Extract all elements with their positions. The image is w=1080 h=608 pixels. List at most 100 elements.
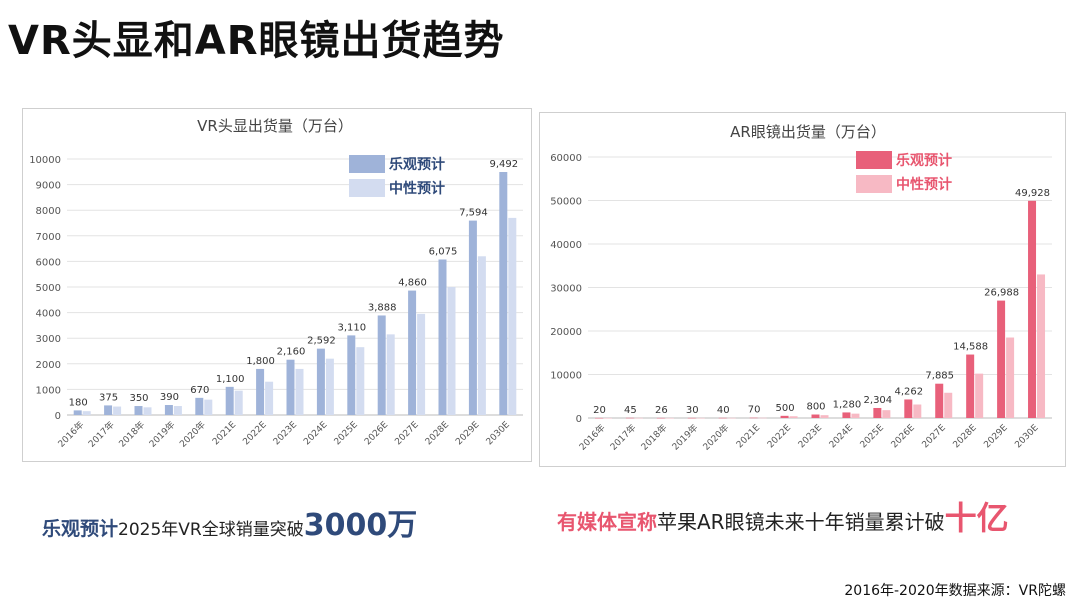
bar-neutral	[603, 417, 612, 419]
vr-chart-panel: VR头显出货量（万台） 0 1000 2000 3000 4000 5000 6000 7000…	[22, 108, 532, 462]
bar-optimistic	[377, 315, 386, 415]
bar-optimistic	[347, 335, 356, 415]
bar-optimistic	[873, 407, 882, 418]
y-tick-label: 2000	[36, 360, 61, 371]
y-tick-label: 60000	[550, 153, 582, 164]
bar-neutral	[417, 313, 426, 415]
bar-neutral	[665, 417, 674, 419]
chart-title: AR眼镜出货量（万台）	[730, 123, 886, 141]
legend-label: 乐观预计	[389, 156, 445, 173]
y-tick-label: 0	[576, 414, 582, 425]
bar-neutral	[789, 416, 798, 418]
data-label: 9,492	[489, 159, 518, 170]
data-label: 26,988	[984, 288, 1019, 299]
data-label: 45	[624, 405, 637, 416]
x-tick-label: 2028E	[951, 423, 979, 451]
bar-neutral	[265, 381, 274, 415]
data-label: 30	[686, 405, 699, 416]
bar-optimistic	[935, 383, 944, 418]
y-tick-label: 10000	[550, 371, 582, 382]
bar-optimistic	[811, 414, 820, 418]
bar-neutral	[508, 217, 517, 415]
bar-neutral	[204, 399, 213, 415]
legend-swatch-neutral	[856, 175, 892, 193]
data-label: 14,588	[953, 342, 988, 353]
data-label: 800	[806, 402, 825, 413]
data-label: 7,594	[459, 208, 488, 219]
data-label: 40	[717, 405, 730, 416]
y-tick-label: 5000	[36, 283, 61, 294]
data-label: 3,110	[337, 322, 366, 333]
vr-caption-text: 2025年VR全球销量突破	[118, 520, 304, 540]
chart-title: VR头显出货量（万台）	[197, 117, 353, 135]
y-tick-label: 4000	[36, 309, 61, 320]
ar-shipment-chart: AR眼镜出货量（万台） 0 10000 20000 30000 40000 50000 600…	[550, 123, 1052, 453]
bar-optimistic	[468, 220, 477, 415]
bar-optimistic	[256, 368, 265, 415]
legend-swatch-optimistic	[349, 155, 385, 173]
bar-optimistic	[408, 290, 417, 415]
legend-label: 中性预计	[389, 180, 445, 197]
bar-neutral	[882, 410, 891, 418]
legend-swatch-neutral	[349, 179, 385, 197]
x-tick-label: 2023E	[797, 423, 825, 451]
y-tick-label: 0	[55, 411, 61, 422]
bar-optimistic	[1028, 200, 1037, 418]
bar-optimistic	[749, 417, 758, 419]
data-label: 1,800	[246, 356, 275, 367]
x-tick-label: 2029E	[982, 423, 1010, 451]
x-tick-label: 2018年	[638, 422, 669, 453]
y-tick-label: 3000	[36, 334, 61, 345]
bar-optimistic	[164, 405, 173, 415]
bar-neutral	[447, 287, 456, 415]
x-tick-label: 2017年	[607, 422, 638, 453]
x-tick-label: 2019年	[669, 422, 700, 453]
bar-neutral	[295, 368, 304, 415]
page-title: VR头显和AR眼镜出货趋势	[8, 18, 505, 64]
bar-neutral	[634, 417, 643, 419]
x-tick-label: 2020年	[700, 422, 731, 453]
y-tick-label: 9000	[36, 181, 61, 192]
bar-neutral	[113, 406, 122, 415]
x-tick-label: 2024E	[828, 423, 856, 451]
data-label: 20	[593, 405, 606, 416]
bar-neutral	[820, 415, 829, 418]
x-tick-label: 2027E	[393, 420, 421, 448]
ar-caption-text: 苹果AR眼镜未来十年销量累计破	[657, 510, 945, 534]
x-tick-label: 2021E	[735, 423, 763, 451]
data-label: 390	[160, 392, 179, 403]
y-tick-label: 6000	[36, 257, 61, 268]
bar-optimistic	[499, 172, 508, 415]
x-tick-label: 2024E	[302, 420, 330, 448]
vr-caption-highlight: 乐观预计	[42, 518, 119, 540]
ar-caption-highlight: 有媒体宣称	[557, 510, 657, 534]
data-source-note: 2016年-2020年数据来源：VR陀螺	[844, 583, 1066, 599]
bar-neutral	[477, 256, 486, 415]
bar-optimistic	[195, 397, 204, 415]
data-label: 70	[748, 405, 761, 416]
x-tick-label: 2025E	[333, 420, 361, 448]
bar-optimistic	[842, 412, 851, 418]
data-label: 6,075	[429, 246, 458, 257]
bar-optimistic	[104, 405, 113, 415]
data-label: 2,592	[307, 336, 336, 347]
legend-label: 中性预计	[896, 176, 952, 193]
bar-neutral	[82, 411, 91, 415]
bar-optimistic	[718, 417, 727, 419]
bar-optimistic	[225, 386, 234, 415]
x-tick-label: 2030E	[485, 420, 513, 448]
bar-neutral	[1006, 337, 1015, 418]
bar-optimistic	[780, 415, 789, 418]
bar-neutral	[944, 392, 953, 418]
x-tick-label: 2016年	[55, 419, 86, 450]
bar-neutral	[234, 390, 243, 415]
bar-optimistic	[134, 406, 143, 415]
legend-swatch-optimistic	[856, 151, 892, 169]
ar-caption-big: 十亿	[944, 499, 1009, 537]
y-tick-label: 8000	[36, 206, 61, 217]
bar-neutral	[727, 417, 736, 419]
bar-neutral	[696, 417, 705, 419]
x-tick-label: 2022E	[241, 420, 269, 448]
bar-optimistic	[316, 348, 325, 415]
x-tick-label: 2028E	[424, 420, 452, 448]
